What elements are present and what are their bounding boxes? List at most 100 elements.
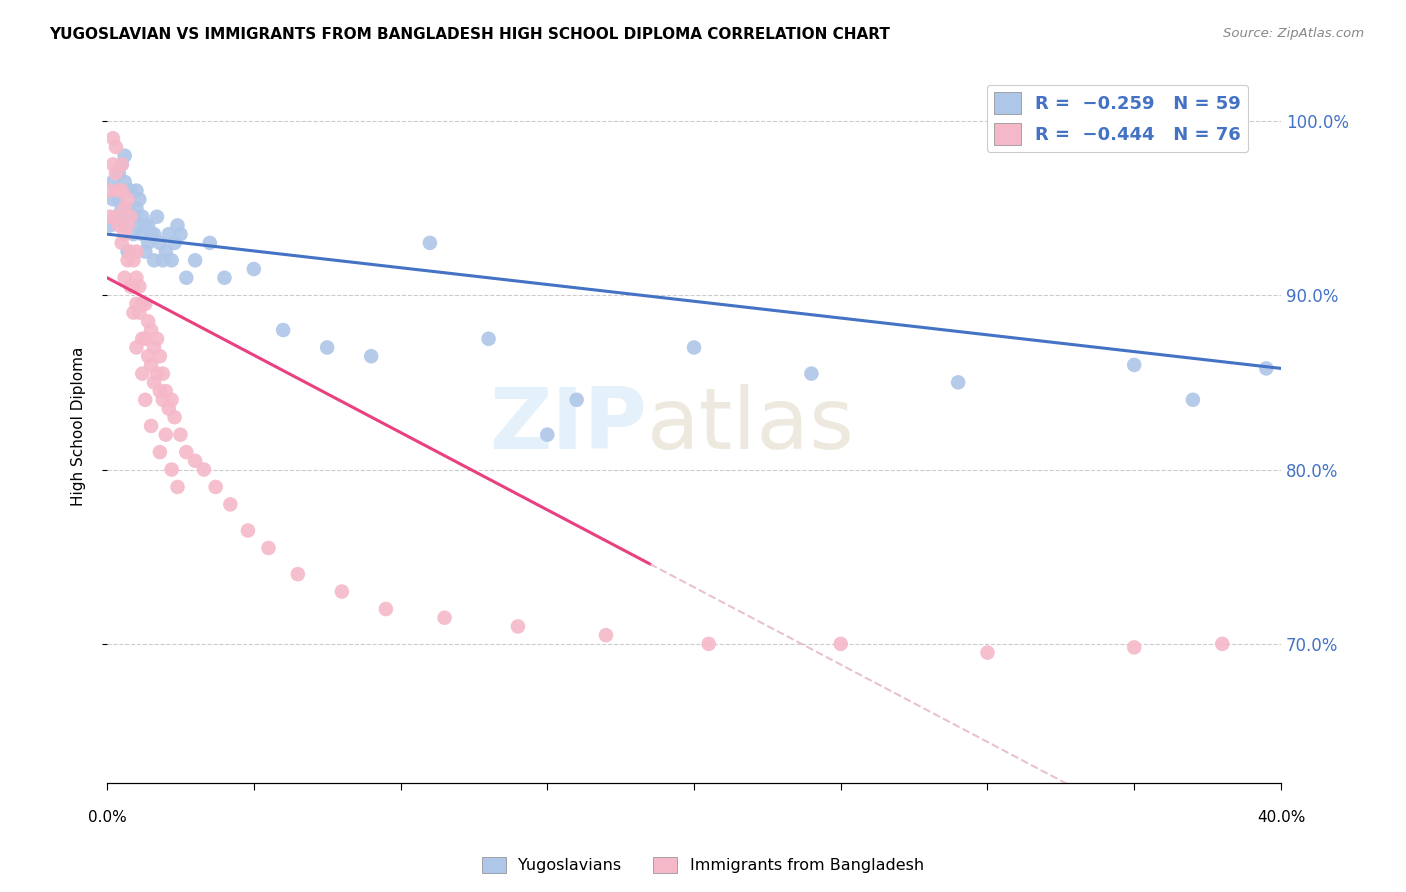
Point: [134, 219, 156, 233]
Point: [114, 175, 136, 189]
Point: [131, 332, 153, 346]
Point: [108, 166, 131, 180]
Point: [134, 392, 156, 407]
Point: [98, 219, 121, 233]
Point: [122, 253, 145, 268]
Point: [149, 384, 172, 398]
Point: [271, 323, 294, 337]
Point: [125, 184, 148, 198]
Point: [143, 227, 166, 242]
Point: [120, 279, 142, 293]
Point: [104, 210, 127, 224]
Point: [152, 253, 174, 268]
Point: [536, 427, 558, 442]
Point: [176, 445, 198, 459]
Point: [595, 628, 617, 642]
Point: [136, 235, 159, 250]
Point: [131, 227, 153, 242]
Text: YUGOSLAVIAN VS IMMIGRANTS FROM BANGLADESH HIGH SCHOOL DIPLOMA CORRELATION CHART: YUGOSLAVIAN VS IMMIGRANTS FROM BANGLADES…: [49, 27, 890, 42]
Point: [169, 427, 191, 442]
Text: atlas: atlas: [647, 384, 855, 467]
Point: [120, 210, 142, 224]
Point: [287, 567, 309, 582]
Point: [163, 235, 186, 250]
Point: [111, 184, 134, 198]
Point: [128, 219, 150, 233]
Point: [125, 244, 148, 259]
Point: [104, 140, 127, 154]
Point: [176, 270, 198, 285]
Point: [101, 192, 124, 206]
Point: [257, 541, 280, 555]
Point: [565, 392, 588, 407]
Point: [1123, 640, 1146, 655]
Point: [243, 262, 266, 277]
Point: [157, 401, 180, 416]
Point: [134, 297, 156, 311]
Point: [193, 462, 215, 476]
Point: [117, 192, 139, 206]
Text: ZIP: ZIP: [489, 384, 647, 467]
Point: [149, 235, 172, 250]
Point: [139, 227, 162, 242]
Point: [157, 227, 180, 242]
Point: [149, 445, 172, 459]
Point: [360, 349, 382, 363]
Point: [108, 184, 131, 198]
Point: [683, 341, 706, 355]
Point: [146, 332, 169, 346]
Point: [160, 253, 183, 268]
Point: [131, 297, 153, 311]
Point: [111, 157, 134, 171]
Point: [184, 253, 207, 268]
Point: [419, 235, 441, 250]
Point: [122, 227, 145, 242]
Point: [114, 219, 136, 233]
Point: [374, 602, 396, 616]
Point: [114, 227, 136, 242]
Point: [160, 462, 183, 476]
Point: [111, 201, 134, 215]
Point: [830, 637, 852, 651]
Point: [146, 367, 169, 381]
Point: [108, 219, 131, 233]
Point: [114, 270, 136, 285]
Point: [120, 184, 142, 198]
Point: [108, 192, 131, 206]
Y-axis label: High School Diploma: High School Diploma: [72, 346, 86, 506]
Point: [155, 384, 177, 398]
Point: [169, 227, 191, 242]
Point: [800, 367, 823, 381]
Legend: R =  −0.259   N = 59, R =  −0.444   N = 76: R = −0.259 N = 59, R = −0.444 N = 76: [987, 85, 1249, 153]
Point: [114, 201, 136, 215]
Point: [114, 149, 136, 163]
Point: [125, 297, 148, 311]
Point: [111, 157, 134, 171]
Point: [139, 323, 162, 337]
Point: [128, 192, 150, 206]
Point: [136, 349, 159, 363]
Point: [134, 244, 156, 259]
Point: [117, 244, 139, 259]
Point: [122, 279, 145, 293]
Point: [155, 244, 177, 259]
Point: [149, 349, 172, 363]
Point: [117, 219, 139, 233]
Point: [160, 392, 183, 407]
Point: [143, 253, 166, 268]
Point: [166, 219, 188, 233]
Point: [104, 166, 127, 180]
Point: [111, 184, 134, 198]
Point: [117, 201, 139, 215]
Point: [1256, 361, 1278, 376]
Point: [120, 210, 142, 224]
Point: [155, 427, 177, 442]
Point: [125, 270, 148, 285]
Point: [134, 332, 156, 346]
Point: [198, 235, 221, 250]
Point: [219, 497, 242, 511]
Point: [128, 279, 150, 293]
Point: [152, 367, 174, 381]
Point: [1181, 392, 1204, 407]
Point: [139, 358, 162, 372]
